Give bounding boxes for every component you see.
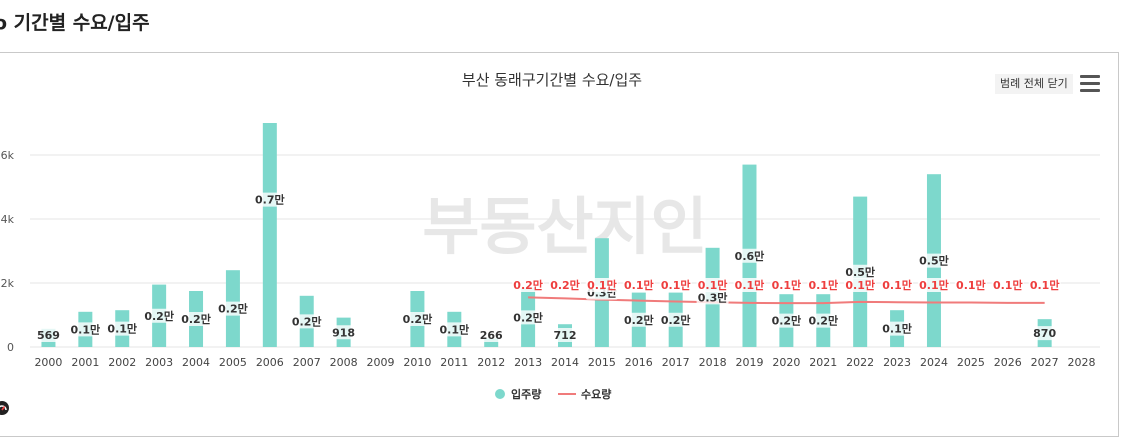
hamburger-menu-icon[interactable] <box>1080 75 1100 93</box>
page-title: ο 기간별 수요/입주 <box>0 12 150 34</box>
gauge-icon <box>0 401 9 415</box>
legend-toggle-button[interactable]: 범례 전체 닫기 <box>995 74 1073 94</box>
chart-card <box>0 52 1119 437</box>
